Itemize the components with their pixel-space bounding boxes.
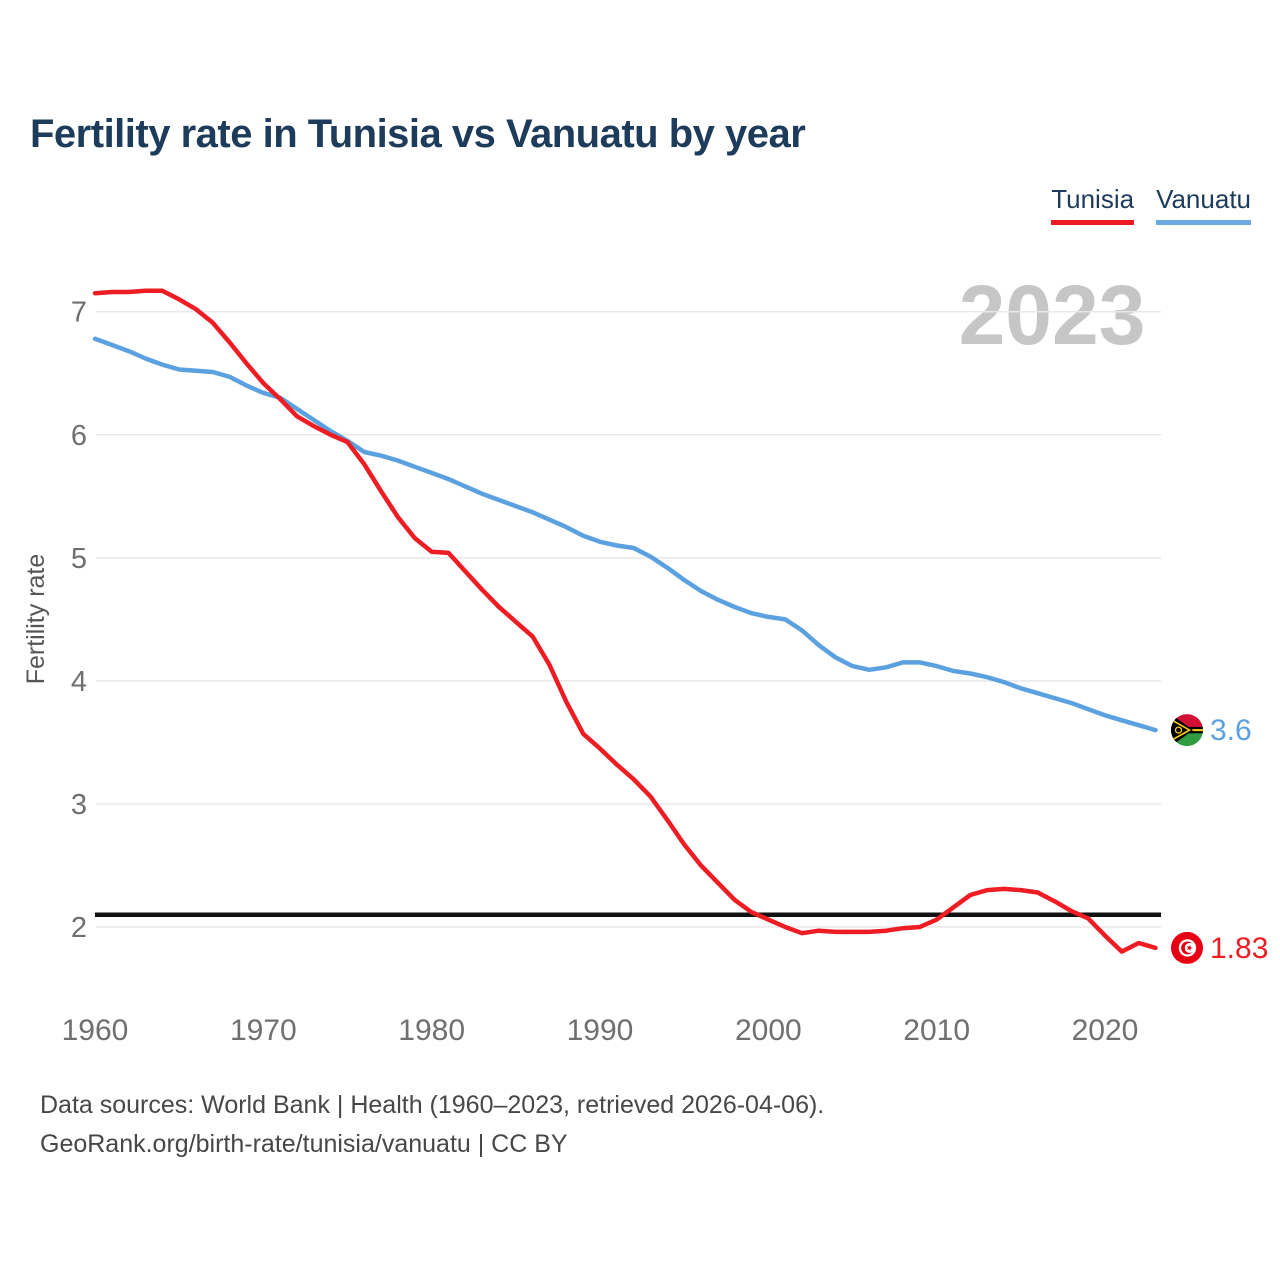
x-tick-label-1980: 1980 xyxy=(398,1014,465,1047)
page-title: Fertility rate in Tunisia vs Vanuatu by … xyxy=(30,112,806,156)
vanuatu-line xyxy=(92,336,1158,733)
y-tick-label-3: 3 xyxy=(71,789,87,821)
footer: Data sources: World Bank | Health (1960–… xyxy=(40,1086,824,1164)
x-tick-label-2010: 2010 xyxy=(903,1014,970,1047)
watermark-year: 2023 xyxy=(959,268,1146,362)
y-tick-label-5: 5 xyxy=(71,543,87,575)
tunisia-end-value: 1.83 xyxy=(1210,932,1268,965)
vanuatu-flag-icon xyxy=(1171,714,1203,747)
y-tick-label-2: 2 xyxy=(71,912,87,944)
legend-item-tunisia[interactable]: Tunisia xyxy=(1051,184,1135,225)
y-tick-label-6: 6 xyxy=(71,420,87,452)
y-tick-label-4: 4 xyxy=(71,666,87,698)
x-tick-label-2020: 2020 xyxy=(1072,1014,1139,1047)
y-axis-title: Fertility rate xyxy=(22,554,50,685)
tunisia-flag-icon xyxy=(1171,931,1203,964)
x-tick-label-1960: 1960 xyxy=(62,1014,129,1047)
legend-item-vanuatu[interactable]: Vanuatu xyxy=(1156,184,1251,225)
x-tick-label-2000: 2000 xyxy=(735,1014,802,1047)
vanuatu-end-value: 3.6 xyxy=(1210,714,1252,747)
data-sources-text: Data sources: World Bank | Health (1960–… xyxy=(40,1091,825,1119)
tunisia-line xyxy=(92,288,1158,954)
y-tick-label-7: 7 xyxy=(71,297,87,329)
x-tick-label-1970: 1970 xyxy=(230,1014,297,1047)
x-tick-label-1990: 1990 xyxy=(567,1014,634,1047)
legend: Tunisia Vanuatu xyxy=(1051,184,1251,225)
attribution-text: GeoRank.org/birth-rate/tunisia/vanuatu |… xyxy=(40,1130,568,1158)
